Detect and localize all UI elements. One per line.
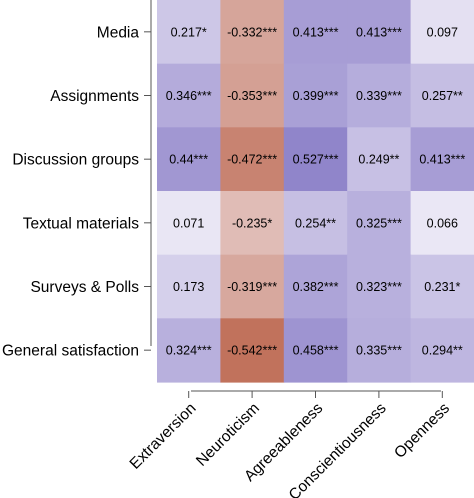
heatmap-cell (157, 127, 221, 192)
cell-value-label: -0.542*** (227, 344, 277, 358)
heatmap-cell (410, 318, 474, 383)
heatmap-cell (220, 318, 285, 383)
column-label: Extraversion (127, 400, 200, 473)
row-label: Media (97, 24, 140, 41)
heatmap-cell (347, 127, 412, 192)
heatmap-cell (220, 127, 285, 192)
heatmap-cell (157, 254, 221, 319)
heatmap-cell (220, 63, 285, 128)
cell-value-label: 0.249** (358, 153, 399, 167)
heatmap-cell (283, 318, 348, 383)
cell-value-label: 0.325*** (356, 216, 402, 230)
heatmap-cell (283, 254, 348, 319)
heatmap-cell (410, 191, 474, 256)
heatmap-cell (347, 0, 412, 65)
heatmap-cell (220, 254, 285, 319)
heatmap-cell (347, 63, 412, 128)
heatmap-cell (157, 318, 221, 383)
heatmap-cell (283, 0, 348, 65)
cell-value-label: 0.097 (427, 25, 458, 39)
column-label: Openness (391, 400, 453, 462)
cell-value-label: 0.413*** (356, 25, 402, 39)
heatmap-cell (157, 63, 221, 128)
heatmap-cell (283, 191, 348, 256)
heatmap-cell (283, 63, 348, 128)
cell-value-label: 0.294** (422, 344, 463, 358)
cell-value-label: 0.257** (422, 89, 463, 103)
heatmap-cell (283, 127, 348, 192)
row-label: Discussion groups (12, 152, 139, 169)
heatmap-cell (347, 318, 412, 383)
cell-value-label: -0.353*** (227, 89, 277, 103)
cell-value-label: -0.319*** (227, 280, 277, 294)
heatmap-cell (220, 0, 285, 65)
cell-value-label: 0.339*** (356, 89, 402, 103)
heatmap-cell (157, 0, 221, 65)
heatmap-cell (157, 191, 221, 256)
cell-value-label: 0.399*** (293, 89, 339, 103)
heatmap-cell (410, 63, 474, 128)
column-label: Neuroticism (193, 400, 263, 470)
cells-layer (157, 0, 474, 383)
cell-value-label: 0.217* (171, 25, 207, 39)
cell-value-label: -0.332*** (227, 25, 277, 39)
axis-layer (144, 0, 443, 398)
cell-value-label: -0.235* (232, 216, 272, 230)
heatmap-cell (220, 191, 285, 256)
row-label: Textual materials (23, 215, 140, 232)
cell-value-label: 0.173 (173, 280, 204, 294)
cell-value-label: 0.346*** (166, 89, 212, 103)
heatmap-cell (410, 0, 474, 65)
row-label: Surveys & Polls (30, 279, 139, 296)
cell-value-label: 0.413*** (293, 25, 339, 39)
cell-value-label: -0.472*** (227, 153, 277, 167)
cell-value-label: 0.382*** (293, 280, 339, 294)
row-label: Assignments (50, 88, 139, 105)
cell-value-label: 0.066 (427, 216, 458, 230)
cell-value-label: 0.071 (173, 216, 204, 230)
cell-value-label: 0.324*** (166, 344, 212, 358)
cell-value-label: 0.231* (424, 280, 460, 294)
cell-value-label: 0.323*** (356, 280, 402, 294)
cell-value-label: 0.413*** (419, 153, 465, 167)
heatmap-cell (410, 127, 474, 192)
heatmap-cell (347, 254, 412, 319)
heatmap-cell (347, 191, 412, 256)
heatmap-cell (410, 254, 474, 319)
cell-value-label: 0.335*** (356, 344, 402, 358)
cell-value-label: 0.254** (295, 216, 336, 230)
cell-value-label: 0.527*** (293, 153, 339, 167)
cell-value-label: 0.44*** (169, 153, 208, 167)
cell-value-label: 0.458*** (293, 344, 339, 358)
row-label: General satisfaction (2, 343, 139, 360)
